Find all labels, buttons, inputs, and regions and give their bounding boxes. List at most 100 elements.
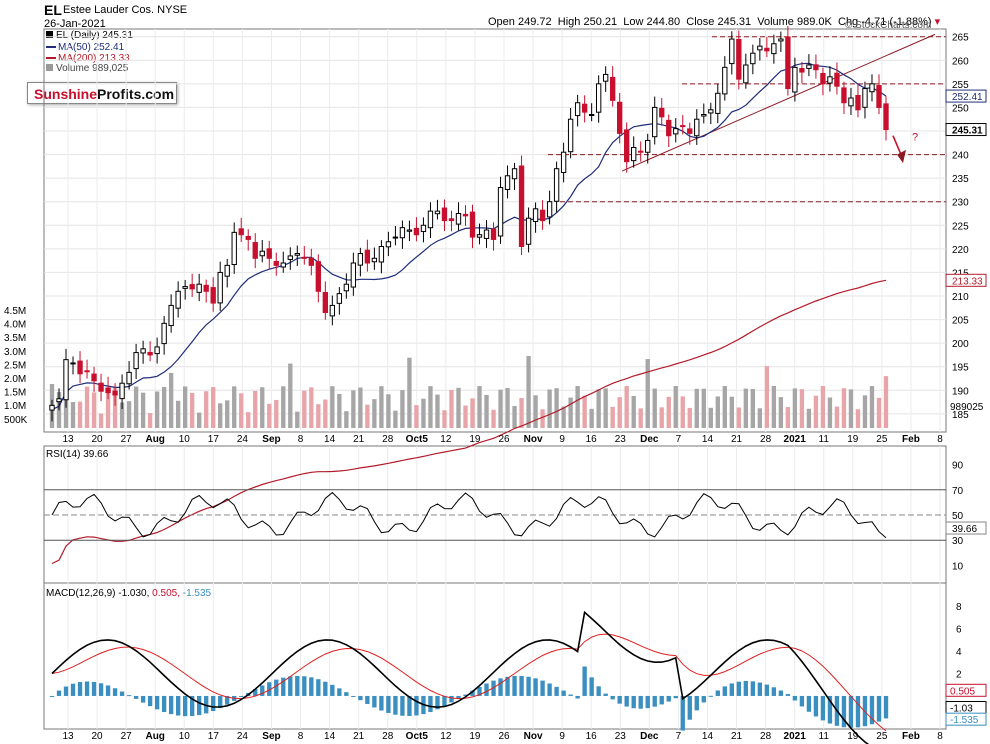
macd-histogram-bar — [813, 695, 819, 717]
volume-bar — [624, 386, 629, 428]
x-tick-label: 21 — [353, 434, 365, 445]
legend-ma50: MA(50) 252.41 — [46, 42, 124, 53]
x-tick-label: 17 — [208, 731, 220, 742]
candle-body — [511, 168, 518, 180]
volume-bar — [112, 386, 118, 428]
volume-bar — [351, 390, 356, 428]
candle-body — [224, 264, 230, 277]
macd-histogram-bar — [302, 676, 307, 696]
candle-body — [266, 248, 272, 259]
candle-body — [238, 228, 244, 236]
volume-bar — [211, 387, 216, 428]
macd-histogram-bar — [519, 676, 524, 696]
x-tick-label: Oct5 — [406, 434, 429, 445]
volume-bar — [400, 390, 405, 428]
price-tick-label: 230 — [952, 198, 969, 209]
volume-bar — [554, 388, 559, 428]
volume-bar — [281, 386, 286, 428]
x-tick-label: 24 — [237, 434, 249, 445]
x-tick-label: 19 — [847, 731, 859, 742]
macd-histogram-bar — [876, 695, 882, 722]
x-tick-label: 21 — [731, 434, 743, 445]
volume-bar — [126, 401, 132, 428]
rsi-tick-label: 10 — [952, 561, 964, 572]
candle-body — [518, 165, 525, 247]
macd-histogram-bar — [428, 695, 433, 713]
candle-body — [869, 83, 875, 93]
volume-bar — [764, 366, 770, 428]
macd-signal-tag — [945, 683, 987, 697]
x-tick-label: 7 — [676, 731, 682, 742]
macd-histogram-bar — [736, 681, 741, 696]
volume-bar — [687, 407, 692, 428]
x-tick-label: 12 — [440, 731, 452, 742]
macd-histogram-bar — [218, 695, 223, 709]
volume-bar — [708, 407, 713, 428]
candle-body — [617, 101, 623, 134]
last-close-tag-label: 245.31 — [952, 126, 983, 137]
volume-bar — [77, 401, 83, 428]
trendline — [621, 33, 936, 172]
volume-bar — [505, 388, 510, 428]
candle-body — [189, 284, 195, 290]
x-tick-label: 28 — [382, 731, 394, 742]
rsi-tick-label: 30 — [952, 536, 964, 547]
volume-bar — [869, 386, 875, 428]
price-tick-label: 255 — [952, 80, 969, 91]
candle-body — [252, 242, 258, 259]
x-tick-label: 11 — [819, 731, 830, 742]
macd-histogram-bar — [91, 681, 97, 696]
x-tick-label: 14 — [702, 434, 714, 445]
x-tick-label: 10 — [179, 434, 191, 445]
macd-histogram-bar — [372, 695, 377, 708]
volume-bar — [154, 391, 160, 428]
price-tick-label: 210 — [952, 292, 969, 303]
candle-body — [343, 283, 350, 292]
price-tick-label: 200 — [952, 339, 969, 350]
volume-bar — [652, 388, 657, 428]
x-tick-label: 17 — [208, 434, 220, 445]
x-tick-label: 27 — [121, 731, 133, 742]
volume-bar — [421, 398, 426, 428]
volume-bar — [596, 389, 601, 428]
macd-histogram-bar — [344, 692, 349, 696]
macd-histogram-bar — [589, 677, 594, 696]
candle-body — [764, 47, 770, 52]
candle-body — [84, 370, 90, 373]
volume-bar — [267, 403, 272, 428]
macd-histogram-bar — [70, 683, 76, 696]
macd-histogram-bar — [659, 695, 664, 705]
volume-bar — [182, 386, 188, 428]
macd-histogram-bar — [652, 695, 657, 707]
ma200-tag — [945, 273, 987, 287]
volume-bar — [133, 386, 139, 428]
macd-histogram-bar — [701, 695, 706, 703]
candle-body — [624, 129, 630, 163]
volume-bar — [175, 400, 181, 428]
volume-bar — [379, 386, 384, 428]
volume-bar — [105, 391, 111, 428]
volume-bar — [876, 397, 882, 428]
candle-body — [778, 38, 784, 42]
candle-body — [539, 209, 546, 222]
candle-body — [701, 114, 707, 117]
macd-histogram-bar — [687, 695, 692, 720]
macd-histogram-bar — [330, 684, 335, 696]
volume-bar — [442, 410, 447, 428]
volume-bar — [575, 386, 580, 428]
macd-histogram-bar — [225, 695, 230, 705]
volume-bar — [274, 399, 279, 428]
candle-body — [666, 119, 672, 137]
macd-histogram-bar — [112, 688, 118, 696]
macd-histogram-bar — [253, 689, 258, 696]
macd-histogram-bar — [827, 695, 833, 724]
macd-histogram-bar — [175, 695, 181, 716]
x-tick-label: 21 — [731, 731, 743, 742]
candle-body — [546, 201, 553, 218]
rsi-value-tag — [945, 521, 987, 535]
macd-histogram-bar — [119, 691, 125, 696]
macd-histogram-bar — [98, 683, 104, 696]
macd-histogram-bar — [351, 695, 356, 697]
macd-histogram-bar — [610, 695, 615, 700]
candle-body — [588, 114, 595, 116]
